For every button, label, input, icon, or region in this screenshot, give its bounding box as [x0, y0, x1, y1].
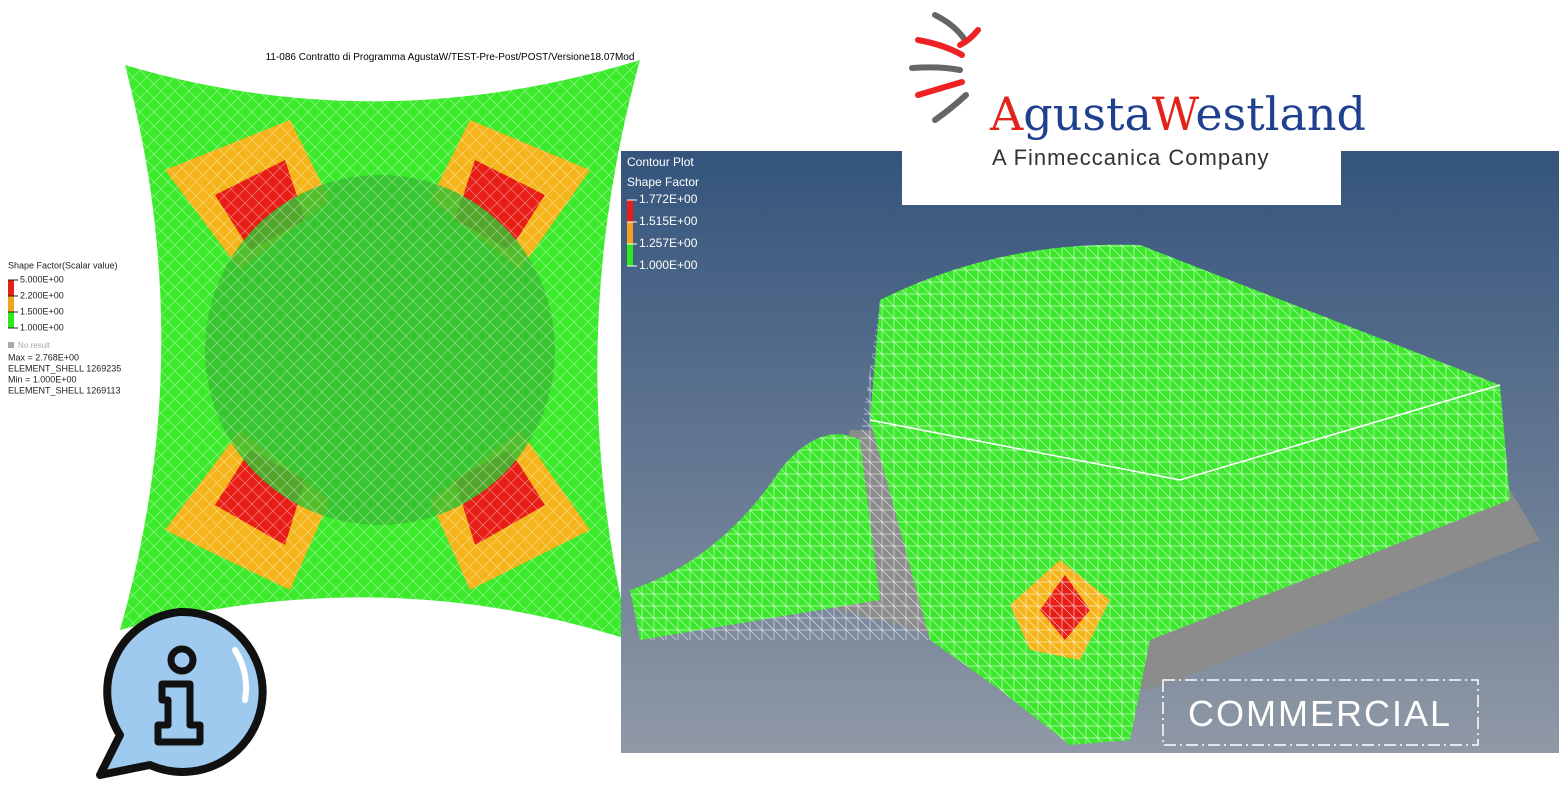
legend-level: 1.000E+00 — [20, 322, 64, 332]
legend-swatch — [8, 280, 14, 296]
stat: Max = 2.768E+00 — [8, 352, 79, 362]
legend-level: 1.257E+00 — [639, 236, 698, 250]
legend-subtitle: Shape Factor — [627, 175, 699, 189]
stat: ELEMENT_SHELL 1269235 — [8, 363, 121, 373]
legend-swatch — [627, 200, 633, 222]
legend-level: 1.000E+00 — [639, 258, 698, 272]
legend-level: 1.500E+00 — [20, 306, 64, 316]
legend-title: Shape Factor(Scalar value) — [8, 260, 118, 270]
logo-name: AgustaWestland — [989, 87, 1366, 141]
logo-swoosh — [909, 12, 981, 123]
legend-swatch — [627, 222, 633, 244]
plot-title: 11-086 Contratto di Programma AgustaW/TE… — [266, 52, 635, 63]
legend: 5.000E+00 2.200E+00 1.500E+00 1.000E+00 — [8, 274, 64, 332]
legend-swatch — [8, 312, 14, 328]
badge-frame — [1162, 679, 1479, 746]
stat: Min = 1.000E+00 — [8, 374, 77, 384]
right-plot: Contour Plot Shape Factor 1.772E+00 1.515… — [621, 151, 1559, 753]
no-result-swatch — [8, 342, 14, 348]
legend-level: 2.200E+00 — [20, 290, 64, 300]
info-icon — [96, 607, 267, 779]
legend-title: Contour Plot — [627, 155, 694, 169]
legend: 1.772E+00 1.515E+00 1.257E+00 1.000E+00 — [627, 192, 698, 272]
edge — [869, 384, 1501, 481]
left-plot: 11-086 Contratto di Programma AgustaW/TE… — [8, 52, 640, 640]
logo-tagline: A Finmeccanica Company — [992, 145, 1270, 170]
legend-level: 1.515E+00 — [639, 214, 698, 228]
mesh — [630, 244, 1510, 745]
mesh — [120, 60, 640, 640]
legend-swatch — [627, 244, 633, 266]
no-result: No result — [18, 341, 51, 350]
logo: AgustaWestland A Finmeccanica Company — [902, 0, 1366, 205]
stat: ELEMENT_SHELL 1269113 — [8, 385, 121, 395]
legend-level: 1.772E+00 — [639, 192, 698, 206]
legend-level: 5.000E+00 — [20, 274, 64, 284]
legend-swatch — [8, 296, 14, 312]
badge: COMMERCIAL — [1188, 693, 1452, 734]
